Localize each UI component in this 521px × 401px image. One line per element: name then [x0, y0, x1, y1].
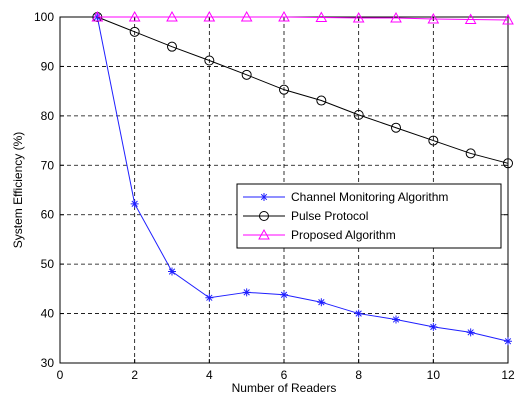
data-point — [464, 13, 477, 24]
data-point — [241, 69, 252, 80]
y-tick-label: 60 — [41, 208, 55, 222]
series-line — [96, 16, 509, 342]
data-point — [503, 158, 513, 169]
x-tick-label: 8 — [355, 368, 362, 382]
data-point — [504, 337, 512, 346]
data-point — [279, 84, 289, 95]
series-3 — [91, 10, 514, 25]
data-point — [392, 315, 400, 324]
data-point — [354, 309, 363, 318]
data-point — [428, 135, 439, 146]
legend-label: Proposed Algorithm — [291, 228, 396, 242]
y-tick-label: 90 — [41, 59, 55, 73]
data-point — [429, 322, 438, 331]
data-point — [258, 228, 270, 240]
y-axis-title: System Efficiency (%) — [11, 132, 25, 248]
data-point — [316, 95, 327, 106]
legend: Channel Monitoring Algorithm Pulse Protoc… — [236, 183, 502, 249]
data-point — [280, 290, 288, 299]
data-point — [317, 298, 326, 307]
data-point — [167, 41, 177, 52]
y-tick-label: 30 — [41, 356, 55, 370]
series-group — [91, 10, 514, 346]
data-point — [502, 13, 514, 25]
y-tick-label: 80 — [41, 109, 55, 123]
series-line — [97, 16, 509, 21]
data-point — [427, 12, 440, 24]
series-2 — [92, 12, 513, 169]
x-tick-label: 6 — [281, 368, 288, 382]
x-axis-title: Number of Readers — [232, 381, 337, 395]
data-point — [166, 10, 178, 22]
data-point — [128, 10, 141, 22]
y-tick-label: 100 — [34, 10, 54, 24]
data-point — [91, 10, 104, 22]
data-point — [390, 11, 402, 23]
data-point — [260, 193, 268, 201]
data-point — [203, 10, 216, 22]
data-point — [466, 328, 475, 337]
series-1 — [93, 13, 512, 346]
data-point — [204, 55, 215, 66]
series-line — [97, 16, 509, 164]
legend-item: Channel Monitoring Algorithm — [243, 190, 448, 204]
data-point — [240, 10, 253, 22]
legend-label: Channel Monitoring Algorithm — [291, 190, 448, 204]
data-point — [352, 11, 365, 23]
legend-label: Pulse Protocol — [291, 209, 368, 223]
x-tick-label: 10 — [427, 368, 441, 382]
grid-lines — [60, 17, 508, 363]
data-point — [391, 122, 401, 133]
data-point — [130, 199, 139, 208]
data-point — [465, 148, 476, 159]
data-point — [315, 11, 328, 22]
x-tick-label: 2 — [131, 368, 138, 382]
x-tick-label: 0 — [57, 368, 64, 382]
data-point — [93, 13, 102, 21]
axis-ticks: 0 2 4 6 8 10 12 30 40 50 60 70 80 90 100 — [34, 10, 515, 382]
legend-item: Pulse Protocol — [243, 209, 368, 223]
data-point — [242, 288, 251, 297]
x-tick-label: 12 — [501, 368, 515, 382]
data-point — [129, 26, 140, 37]
x-tick-label: 4 — [206, 368, 213, 382]
data-point — [278, 10, 290, 22]
data-point — [205, 293, 214, 302]
data-point — [168, 267, 176, 276]
y-tick-label: 50 — [41, 257, 55, 271]
y-tick-label: 40 — [41, 307, 55, 321]
legend-item: Proposed Algorithm — [243, 228, 396, 242]
y-tick-label: 70 — [41, 158, 55, 172]
data-point — [353, 109, 364, 120]
data-point — [259, 211, 269, 221]
